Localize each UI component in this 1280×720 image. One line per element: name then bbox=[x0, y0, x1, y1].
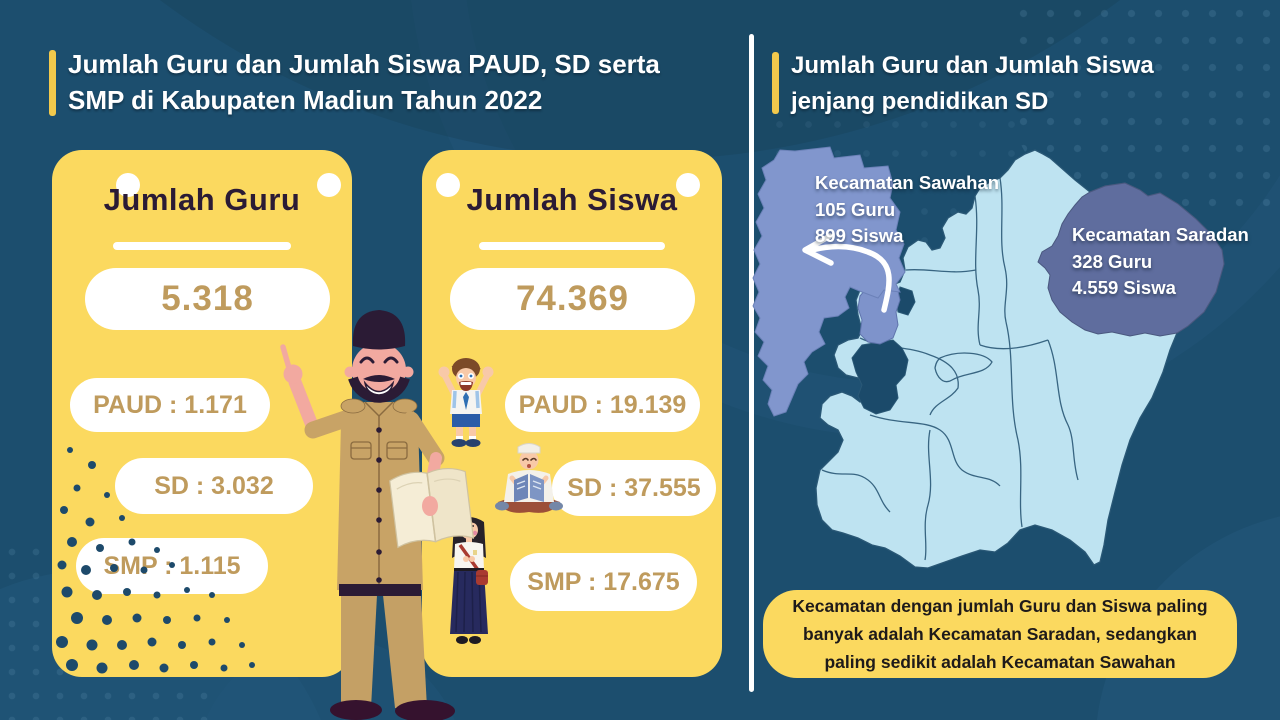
card-pinhole bbox=[436, 173, 460, 197]
guru-card: Jumlah Guru 5.318 PAUD : 1.171 SD : 3.03… bbox=[52, 150, 352, 677]
sawahan-name: Kecamatan Sawahan bbox=[815, 172, 1000, 193]
map-callout-sawahan bbox=[752, 146, 906, 417]
right-title-line1: Jumlah Guru dan Jumlah Siswa bbox=[791, 52, 1154, 79]
left-title-line1: Jumlah Guru dan Jumlah Siswa PAUD, SD se… bbox=[68, 49, 660, 79]
siswa-card-underline bbox=[479, 242, 665, 250]
right-panel-title: Jumlah Guru dan Jumlah Siswa jenjang pen… bbox=[791, 48, 1154, 120]
saradan-name: Kecamatan Saradan bbox=[1072, 224, 1249, 245]
cheering-boy-illustration bbox=[438, 358, 494, 447]
right-title-line2: jenjang pendidikan SD bbox=[791, 88, 1049, 115]
sawahan-siswa: 899 Siswa bbox=[815, 225, 904, 246]
guru-card-underline bbox=[113, 242, 291, 250]
sawahan-label: Kecamatan Sawahan 105 Guru 899 Siswa bbox=[815, 170, 999, 250]
guru-smp-pill: SMP : 1.115 bbox=[76, 538, 268, 594]
panel-divider bbox=[749, 34, 754, 692]
guru-total-pill: 5.318 bbox=[85, 268, 330, 330]
callout-arrow-icon bbox=[802, 233, 892, 313]
district-map bbox=[752, 146, 1225, 569]
siswa-smp-pill: SMP : 17.675 bbox=[510, 553, 697, 611]
guru-paud-pill: PAUD : 1.171 bbox=[70, 378, 270, 432]
card-pinhole bbox=[116, 173, 140, 197]
left-title-line2: SMP di Kabupaten Madiun Tahun 2022 bbox=[68, 85, 543, 115]
note-line3: paling sedikit adalah Kecamatan Sawahan bbox=[824, 652, 1176, 672]
conclusion-note: Kecamatan dengan jumlah Guru dan Siswa p… bbox=[763, 590, 1237, 678]
card-pinhole bbox=[676, 173, 700, 197]
sawahan-guru: 105 Guru bbox=[815, 198, 896, 220]
card-pinhole bbox=[317, 173, 341, 197]
map-district-borders bbox=[821, 177, 1079, 561]
siswa-paud-pill: PAUD : 19.139 bbox=[505, 378, 700, 432]
siswa-sd-pill: SD : 37.555 bbox=[552, 460, 716, 516]
reading-boy-illustration bbox=[495, 443, 563, 513]
guru-sd-pill: SD : 3.032 bbox=[115, 458, 313, 514]
note-line1: Kecamatan dengan jumlah Guru dan Siswa p… bbox=[792, 596, 1208, 616]
note-line2: banyak adalah Kecamatan Saradan, sedangk… bbox=[803, 624, 1197, 644]
saradan-guru: 328 Guru bbox=[1072, 250, 1153, 272]
saradan-siswa: 4.559 Siswa bbox=[1072, 277, 1176, 298]
siswa-card-title: Jumlah Siswa bbox=[466, 182, 678, 217]
map-region-saradan bbox=[1037, 182, 1225, 337]
map-region-dark-district bbox=[851, 339, 909, 415]
guru-card-title: Jumlah Guru bbox=[103, 182, 301, 217]
right-title-accent-bar bbox=[772, 52, 779, 114]
decor-top-sweep bbox=[160, 0, 1120, 160]
left-title-accent-bar bbox=[49, 50, 56, 116]
teacher-illustration bbox=[280, 310, 475, 720]
saradan-label: Kecamatan Saradan 328 Guru 4.559 Siswa bbox=[1072, 222, 1249, 302]
siswa-total-pill: 74.369 bbox=[450, 268, 695, 330]
left-panel-title: Jumlah Guru dan Jumlah Siswa PAUD, SD se… bbox=[68, 46, 660, 118]
